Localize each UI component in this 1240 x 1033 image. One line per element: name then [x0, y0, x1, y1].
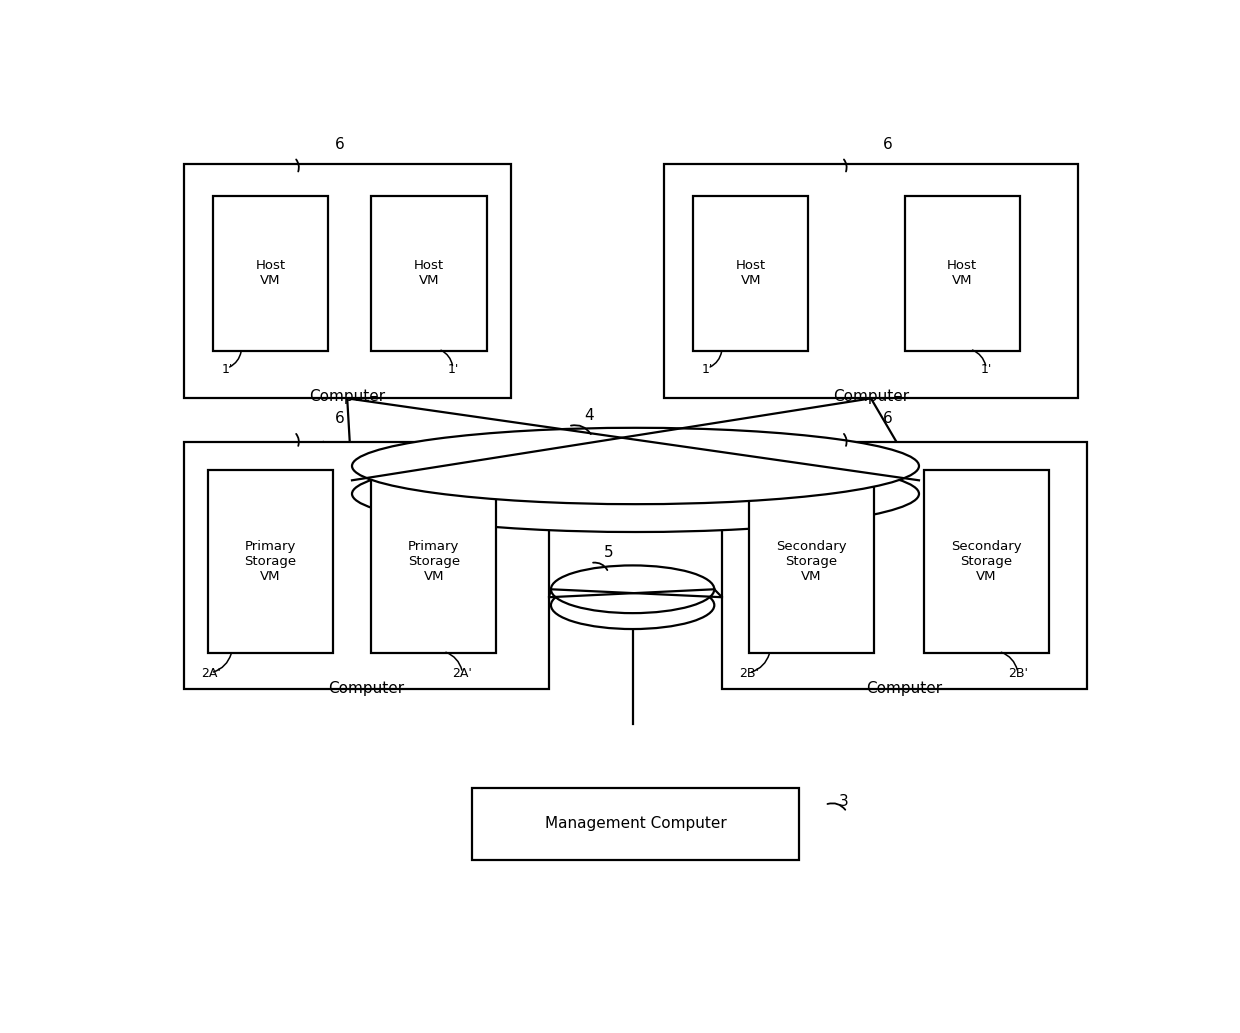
Text: Computer: Computer	[309, 388, 386, 404]
Ellipse shape	[551, 565, 714, 614]
Text: 4: 4	[584, 408, 594, 424]
Text: Primary
Storage
VM: Primary Storage VM	[244, 540, 296, 583]
Bar	[184, 442, 549, 689]
Ellipse shape	[352, 456, 919, 532]
Bar	[472, 788, 799, 859]
Text: 1': 1'	[222, 363, 233, 376]
Text: Secondary
Storage
VM: Secondary Storage VM	[776, 540, 847, 583]
Text: 5: 5	[604, 544, 614, 560]
Bar	[749, 470, 874, 653]
Text: Secondary
Storage
VM: Secondary Storage VM	[951, 540, 1022, 583]
Text: Host
VM: Host VM	[735, 259, 766, 287]
Text: Computer: Computer	[833, 388, 909, 404]
Text: Computer: Computer	[329, 681, 404, 696]
Bar	[905, 195, 1021, 350]
Text: Primary
Storage
VM: Primary Storage VM	[408, 540, 460, 583]
Text: 2B': 2B'	[739, 667, 759, 680]
Bar	[208, 470, 332, 653]
Bar	[371, 470, 496, 653]
Text: 6: 6	[883, 136, 893, 152]
Text: 1': 1'	[981, 363, 992, 376]
Ellipse shape	[352, 428, 919, 504]
Text: Host
VM: Host VM	[947, 259, 977, 287]
Text: 2A': 2A'	[453, 667, 472, 680]
Bar	[693, 195, 808, 350]
Bar	[924, 470, 1049, 653]
Text: 1': 1'	[448, 363, 459, 376]
Bar	[371, 195, 486, 350]
Text: Host
VM: Host VM	[255, 259, 285, 287]
Text: 2A': 2A'	[201, 667, 221, 680]
Bar	[213, 195, 327, 350]
Text: 2B': 2B'	[1008, 667, 1028, 680]
Bar	[722, 442, 1087, 689]
Text: Computer: Computer	[867, 681, 942, 696]
Bar	[665, 163, 1078, 399]
Ellipse shape	[551, 582, 714, 629]
Text: 1': 1'	[702, 363, 713, 376]
Text: Host
VM: Host VM	[414, 259, 444, 287]
Text: 6: 6	[335, 411, 345, 427]
Bar	[184, 163, 511, 399]
Text: 6: 6	[335, 136, 345, 152]
Text: 3: 3	[839, 794, 849, 809]
Text: Management Computer: Management Computer	[544, 816, 727, 832]
Text: 6: 6	[883, 411, 893, 427]
